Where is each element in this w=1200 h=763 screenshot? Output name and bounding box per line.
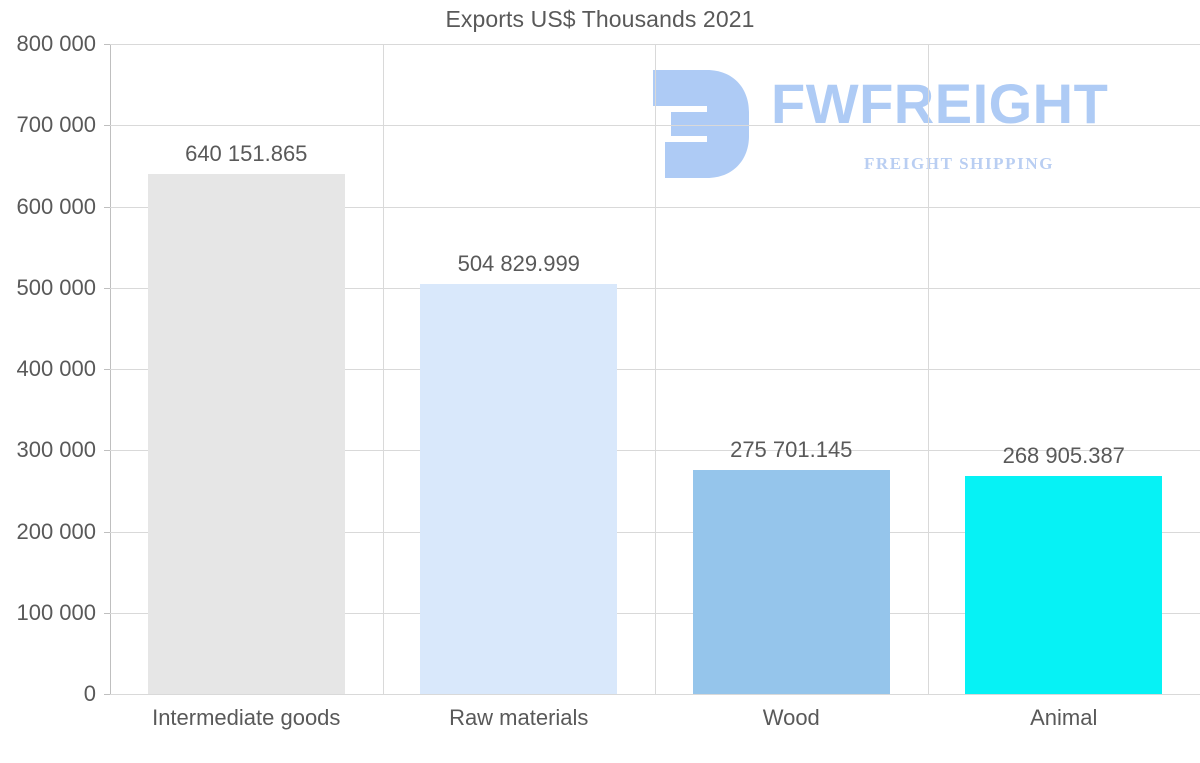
y-axis-tick-mark [104,694,110,695]
bar-value-label: 275 701.145 [730,436,853,462]
y-axis-tick-label: 0 [83,681,96,706]
y-axis-tick-mark [104,125,110,127]
y-axis-tick-label: 300 000 [16,437,96,463]
y-axis-tick-mark [104,287,110,289]
x-axis-category-label: Raw materials [449,705,589,730]
gridline-horizontal [110,694,1200,695]
y-axis-tick-label: 400 000 [16,356,96,381]
gridline-vertical [655,44,656,694]
y-axis-tick-label: 100 000 [16,599,96,625]
bar[interactable] [147,173,345,694]
y-axis-tick-label: 500 000 [16,274,96,300]
x-axis-category-label: Intermediate goods [152,705,341,730]
y-axis-tick-mark [104,450,110,452]
bar[interactable] [420,283,618,694]
y-axis-tick-mark [104,612,110,614]
bar-value-label: 640 151.865 [185,140,308,166]
y-axis-tick-label: 700 000 [16,112,96,138]
y-axis-tick-mark [104,206,110,208]
x-axis-category-label: Animal [1030,705,1098,730]
bar-value-label: 504 829.999 [457,250,580,276]
gridline-vertical [927,44,929,694]
y-axis-tick-mark [104,531,110,533]
gridline-vertical [382,44,384,694]
chart-title: Exports US$ Thousands 2021 [445,6,755,32]
y-axis-tick-label: 800 000 [16,31,96,56]
y-axis-tick-mark [104,369,110,370]
bar[interactable] [692,470,890,694]
y-axis-tick-label: 600 000 [16,193,96,219]
bar[interactable] [965,475,1163,694]
bar-value-label: 268 905.387 [1002,442,1125,468]
y-axis-tick-mark [104,44,110,45]
y-axis-tick-label: 200 000 [16,518,96,544]
plot-area [110,44,1200,695]
x-axis-category-label: Wood [762,705,820,730]
